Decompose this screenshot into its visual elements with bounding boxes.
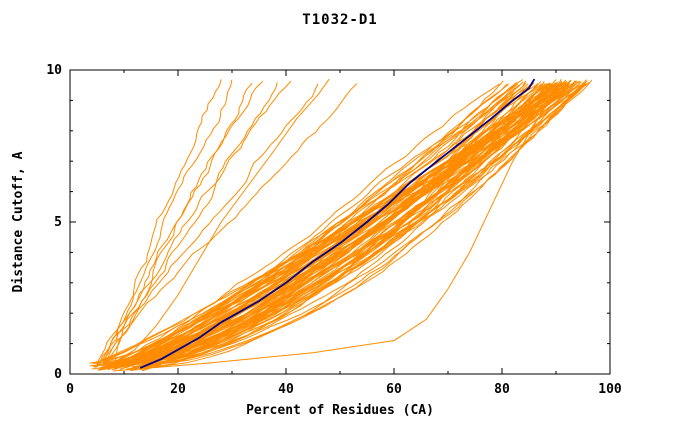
model-curve-outlier bbox=[94, 82, 278, 369]
model-curves-group bbox=[89, 78, 593, 372]
model-curve-outlier bbox=[98, 83, 319, 364]
model-curve bbox=[142, 80, 527, 368]
chart-title: T1032-D1 bbox=[302, 12, 377, 28]
x-tick-label: 40 bbox=[278, 382, 294, 397]
model-curve bbox=[101, 83, 551, 370]
model-curve bbox=[109, 82, 533, 370]
plot-frame-group: 0 20 40 60 80 100 0 5 10 bbox=[46, 63, 622, 397]
y-axis-label: Distance Cutoff, A bbox=[11, 151, 26, 292]
model-curve bbox=[98, 82, 527, 369]
model-curve bbox=[120, 83, 508, 371]
y-tick-label: 5 bbox=[54, 215, 62, 230]
model-curve bbox=[119, 79, 524, 366]
model-curve bbox=[107, 83, 500, 371]
model-curve bbox=[89, 79, 593, 367]
model-curve bbox=[140, 83, 585, 371]
model-curve-outlier bbox=[104, 83, 358, 364]
model-curve bbox=[92, 83, 584, 365]
model-curve bbox=[122, 83, 568, 365]
model-curve bbox=[91, 82, 550, 370]
model-curve bbox=[137, 84, 516, 366]
y-tick-label: 0 bbox=[54, 367, 62, 382]
model-curve bbox=[114, 83, 510, 371]
highlight-curve bbox=[139, 78, 536, 369]
x-tick-label: 100 bbox=[598, 382, 622, 397]
model-curve bbox=[131, 82, 544, 364]
x-axis-label: Percent of Residues (CA) bbox=[246, 403, 434, 418]
model-curve-outlier bbox=[102, 79, 222, 366]
model-curve bbox=[104, 84, 568, 366]
model-curve bbox=[127, 83, 564, 364]
model-curve bbox=[143, 82, 569, 363]
x-tick-label: 20 bbox=[170, 382, 186, 397]
model-curve bbox=[137, 80, 572, 368]
model-curve bbox=[113, 82, 558, 363]
model-curve-outlier bbox=[114, 82, 253, 369]
model-curve bbox=[129, 82, 535, 364]
x-tick-label: 80 bbox=[494, 382, 510, 397]
model-curve bbox=[95, 83, 571, 364]
model-curve-outlier bbox=[97, 80, 292, 367]
model-curve bbox=[100, 79, 567, 367]
y-tick-label: 10 bbox=[46, 63, 62, 78]
x-tick-label: 60 bbox=[386, 382, 402, 397]
model-curve bbox=[102, 78, 330, 370]
model-curve bbox=[113, 78, 562, 372]
model-curve bbox=[102, 82, 573, 370]
model-curve bbox=[143, 80, 588, 367]
x-tick-label: 0 bbox=[66, 382, 74, 397]
model-curve-outlier bbox=[103, 79, 233, 366]
model-curve bbox=[119, 81, 582, 368]
model-curve-outlier bbox=[105, 81, 264, 368]
